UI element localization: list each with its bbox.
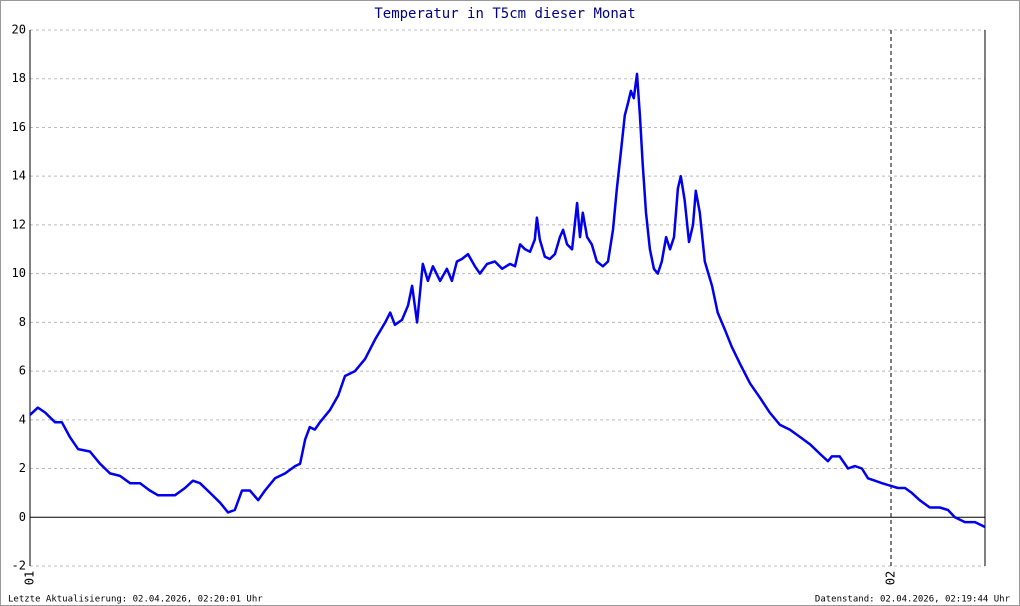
y-tick-label: 10 — [12, 266, 26, 280]
footer-left: Letzte Aktualisierung: 02.04.2026, 02:20… — [8, 595, 263, 605]
y-tick-label: 6 — [19, 364, 26, 378]
chart-title: Temperatur in T5cm dieser Monat — [374, 6, 635, 22]
y-tick-label: 14 — [12, 169, 26, 183]
y-tick-label: -2 — [12, 559, 26, 573]
x-tick-label: 02 — [884, 571, 898, 585]
y-tick-label: 12 — [12, 217, 26, 231]
y-tick-label: 0 — [19, 510, 26, 524]
y-tick-label: 8 — [19, 315, 26, 329]
y-tick-label: 18 — [12, 71, 26, 85]
footer-right: Datenstand: 02.04.2026, 02:19:44 Uhr — [815, 595, 1011, 605]
data-line — [29, 72, 986, 529]
y-tick-label: 16 — [12, 120, 26, 134]
y-tick-label: 2 — [19, 461, 26, 475]
y-tick-label: 4 — [19, 412, 26, 426]
y-tick-label: 20 — [12, 23, 26, 37]
x-tick-label: 01 — [23, 571, 37, 585]
